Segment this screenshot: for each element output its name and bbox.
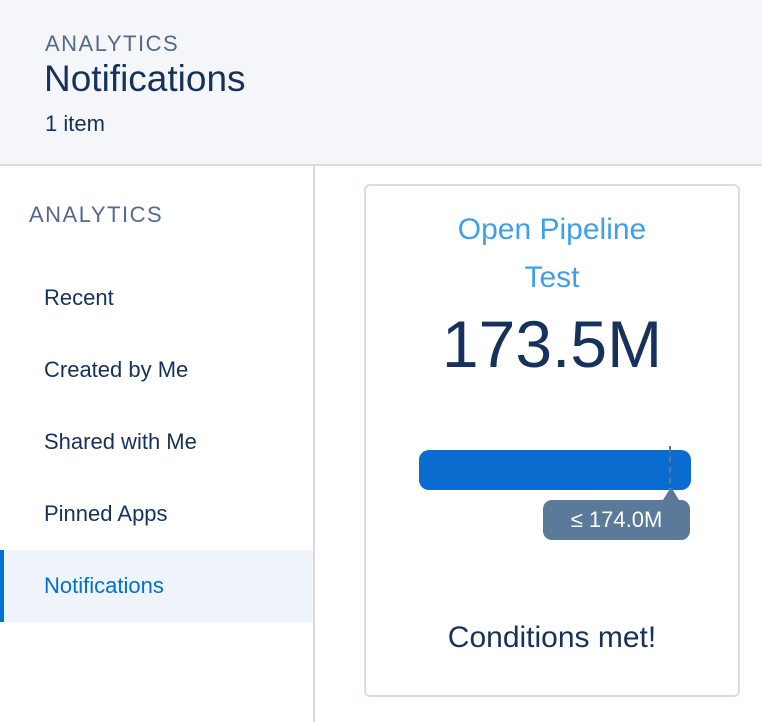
notification-title-line-1[interactable]: Open Pipeline bbox=[457, 213, 647, 246]
page-title: Notifications bbox=[44, 58, 246, 99]
threshold-marker bbox=[669, 446, 671, 494]
sidebar-item-recent[interactable]: Recent bbox=[44, 285, 114, 310]
condition-status: Conditions met! bbox=[447, 621, 657, 654]
page-header: ANALYTICS Notifications 1 item bbox=[0, 0, 762, 166]
sidebar-section-title: ANALYTICS bbox=[29, 202, 164, 227]
metric-progress-bar bbox=[419, 450, 691, 490]
sidebar-item-created-by-me[interactable]: Created by Me bbox=[44, 357, 189, 382]
threshold-callout: ≤ 174.0M bbox=[543, 500, 690, 540]
notification-card: Open Pipeline Test 173.5M ≤ 174.0M Condi… bbox=[364, 184, 740, 697]
notification-title-link[interactable]: Open Pipeline Test bbox=[366, 206, 738, 302]
threshold-callout-arrow bbox=[663, 487, 679, 500]
item-count: 1 item bbox=[45, 111, 105, 136]
sidebar-item-pinned-apps[interactable]: Pinned Apps bbox=[44, 501, 168, 526]
notification-title-line-2[interactable]: Test bbox=[524, 261, 580, 294]
metric-value: 173.5M bbox=[441, 307, 663, 381]
sidebar: ANALYTICS Recent Created by Me Shared wi… bbox=[0, 166, 315, 722]
header-eyebrow: ANALYTICS bbox=[45, 31, 180, 56]
sidebar-item-shared-with-me[interactable]: Shared with Me bbox=[44, 429, 197, 454]
sidebar-item-notifications[interactable]: Notifications bbox=[0, 550, 313, 622]
